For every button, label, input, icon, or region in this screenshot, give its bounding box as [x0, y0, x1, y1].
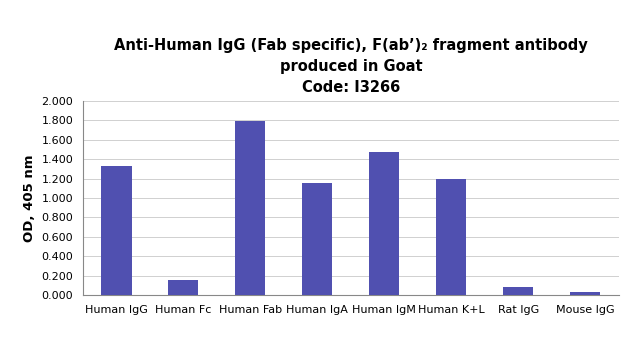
Y-axis label: OD, 405 nm: OD, 405 nm — [23, 154, 36, 242]
Bar — [436, 179, 466, 295]
Bar — [101, 166, 131, 295]
Title: Anti-Human IgG (Fab specific), F(ab’)₂ fragment antibody
produced in Goat
Code: : Anti-Human IgG (Fab specific), F(ab’)₂ f… — [114, 39, 588, 95]
Bar — [302, 183, 332, 295]
Bar — [570, 292, 600, 295]
Bar — [235, 121, 265, 295]
Bar — [369, 152, 399, 295]
Bar — [503, 287, 533, 295]
Bar — [168, 280, 198, 295]
